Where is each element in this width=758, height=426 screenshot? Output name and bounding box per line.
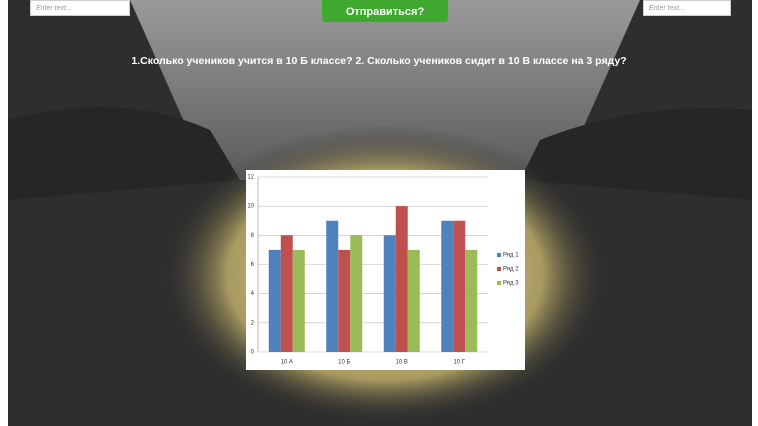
y-tick-label: 4 (251, 291, 255, 297)
chart: 0 2 4 6 8 10 12 10 А 10 Б 10 В 10 Г Ряд 1 Ряд 2 Ряд 3 (247, 175, 519, 366)
legend-label: Ряд 3 (503, 281, 519, 287)
bar (350, 235, 363, 352)
bar (338, 249, 351, 352)
y-tick-label: 6 (251, 262, 255, 268)
legend-swatch (497, 281, 501, 285)
y-tick-label: 2 (251, 320, 255, 326)
light-cone (130, 0, 640, 180)
silhouette (520, 108, 752, 200)
legend-swatch (497, 253, 501, 257)
bar (268, 249, 281, 352)
legend-label: Ряд 1 (503, 253, 519, 259)
legend-label: Ряд 2 (503, 267, 519, 273)
bar (465, 249, 478, 352)
submit-button[interactable]: Отправиться? (322, 0, 448, 22)
y-tick-label: 0 (251, 350, 255, 356)
y-tick-label: 8 (251, 233, 255, 239)
text-input[interactable]: Enter text... (30, 0, 130, 16)
legend-swatch (497, 267, 501, 271)
silhouette (8, 107, 240, 200)
question: 1.Сколько учеников учится в 10 Б классе?… (131, 55, 627, 67)
y-tick-label: 10 (247, 204, 254, 210)
x-tick-label: 10 Б (338, 360, 350, 366)
x-tick-label: 10 В (396, 360, 408, 366)
bar (292, 249, 305, 352)
text-input[interactable]: Enter text... (643, 0, 731, 16)
y-tick-label: 12 (247, 175, 254, 181)
bar (280, 235, 293, 352)
bar (407, 249, 420, 352)
x-tick-label: 10 А (281, 360, 293, 366)
bar (453, 220, 466, 352)
bar (383, 235, 396, 352)
bar (395, 206, 408, 352)
x-tick-label: 10 Г (453, 360, 465, 366)
bar (326, 220, 339, 352)
bar (441, 220, 454, 352)
